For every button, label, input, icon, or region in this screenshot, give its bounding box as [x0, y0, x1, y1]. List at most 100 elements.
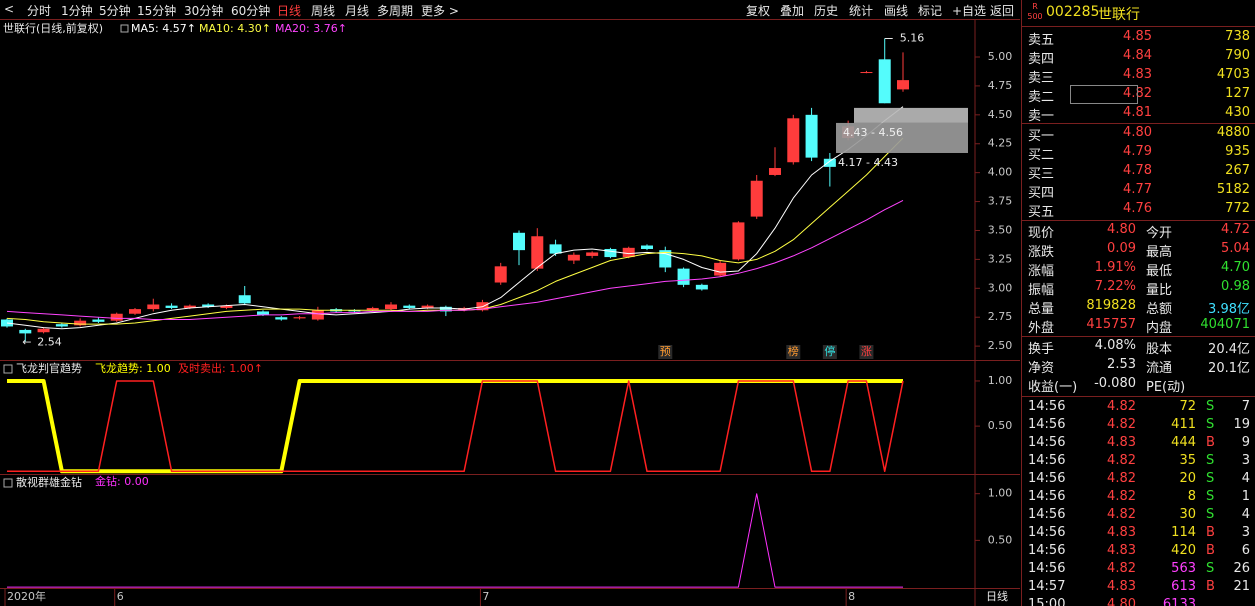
cell: 14:56 — [1028, 525, 1066, 540]
quote-header: R 500 002285 世联行 — [1022, 2, 1255, 23]
cell: 114 — [1171, 525, 1196, 540]
settings-icon[interactable] — [120, 24, 129, 33]
candle-body — [421, 305, 434, 308]
candle-body — [750, 180, 763, 217]
divider — [1022, 123, 1255, 124]
toolbar-item[interactable]: 历史 — [814, 4, 839, 18]
cell: S — [1206, 489, 1215, 504]
y-tick-label: 4.00 — [988, 166, 1013, 179]
divider — [1022, 26, 1255, 27]
cell: 7 — [1241, 399, 1250, 414]
cell: B — [1206, 525, 1215, 540]
toolbar-item[interactable]: 日线 — [277, 4, 302, 18]
candle-body — [439, 306, 452, 312]
order-row: 买五 4.76 772 — [1022, 200, 1255, 220]
tick-row: 14:56 4.82 20 S 4 — [1022, 470, 1255, 489]
event-badge — [658, 345, 673, 359]
event-badge — [786, 345, 801, 359]
candle-body — [147, 304, 160, 310]
toolbar-item[interactable]: 多周期 — [377, 4, 414, 18]
toolbar-item[interactable]: 返回 — [990, 4, 1015, 18]
settings-icon[interactable] — [3, 478, 13, 488]
toolbar-item[interactable]: 30分钟 — [184, 4, 224, 18]
toolbar-item[interactable]: 复权 — [746, 4, 771, 18]
toolbar-item[interactable]: 更多 > — [421, 4, 459, 18]
cell: 最高 — [1146, 245, 1173, 260]
toolbar-item[interactable]: 分时 — [27, 4, 52, 18]
cell: 9 — [1241, 435, 1250, 450]
legend-label: MA20: 3.76↑ — [275, 22, 347, 35]
stat-row: 现价 4.80 今开 4.72 — [1022, 221, 1255, 241]
cell: 127 — [1225, 86, 1250, 101]
series-line — [7, 493, 903, 588]
candle-body — [604, 248, 617, 258]
cell: 振幅 — [1028, 283, 1055, 298]
toolbar: < 分时 1分钟 5分钟 15分钟 30分钟 60分钟 日线 周线 月线 多周期 更多 > 复权 叠加历… — [0, 0, 1020, 20]
order-row: 卖一 4.81 430 — [1022, 104, 1255, 124]
legend-label: MA5: 4.57↑ — [131, 22, 196, 35]
cell: 卖三 — [1028, 71, 1055, 86]
cell: 415757 — [1086, 317, 1136, 332]
settings-icon[interactable] — [3, 364, 13, 374]
back-arrow[interactable]: < — [4, 2, 15, 16]
candle-body — [787, 118, 800, 163]
series-line — [6, 106, 904, 330]
event-badge — [859, 345, 874, 359]
tick-row: 14:56 4.82 8 S 1 — [1022, 488, 1255, 507]
toolbar-item[interactable]: 统计 — [849, 4, 874, 18]
cell: 4.82 — [1107, 417, 1136, 432]
toolbar-item[interactable]: 标记 — [918, 4, 943, 18]
cell: 30 — [1179, 507, 1196, 522]
cell: 最低 — [1146, 264, 1173, 279]
candle-body — [549, 244, 562, 254]
cell: 现价 — [1028, 226, 1055, 241]
order-row: 买一 4.80 4880 — [1022, 124, 1255, 144]
cell: 002285 — [1046, 4, 1100, 20]
stat-row: 总量 819828 总额 3.98亿 — [1022, 297, 1255, 317]
tick-row: 14:56 4.83 420 B 6 — [1022, 542, 1255, 561]
cell: 4.82 — [1107, 471, 1136, 486]
gap-zone-label: 4.17 - 4.43 — [838, 156, 898, 169]
toolbar-item[interactable]: 1分钟 — [61, 4, 93, 18]
cell: 1 — [1241, 489, 1250, 504]
candle-body — [586, 252, 599, 256]
y-tick-label: 3.50 — [988, 223, 1013, 236]
cell: 20.1亿 — [1208, 361, 1250, 376]
cell: S — [1206, 507, 1215, 522]
cell: S — [1206, 417, 1215, 432]
cell: 涨幅 — [1028, 264, 1055, 279]
cell: 4.83 — [1107, 579, 1136, 594]
low-arrow: ← — [22, 335, 31, 348]
cell: 4.72 — [1221, 222, 1250, 237]
toolbar-item[interactable]: 叠加 — [780, 4, 805, 18]
cell: 267 — [1225, 163, 1250, 178]
chart-area: 世联行(日线,前复权) 飞龙判官趋势 散视群雄金钻 日线 2.50 2.75 3.0… — [0, 20, 1020, 606]
cell: 世联行 — [1098, 7, 1140, 23]
toolbar-item[interactable]: 60分钟 — [231, 4, 271, 18]
chart-title: 世联行(日线,前复权) — [3, 21, 103, 35]
candle-body — [311, 310, 324, 320]
candle-body — [769, 168, 781, 175]
toolbar-item[interactable]: 月线 — [345, 4, 370, 18]
y-tick-label: 1.00 — [988, 374, 1013, 387]
cell: 819828 — [1086, 298, 1136, 313]
tick-row: 14:56 4.83 114 B 3 — [1022, 524, 1255, 543]
x-tick-label: 8 — [848, 590, 855, 603]
y-tick-label: 1.00 — [988, 487, 1013, 500]
y-tick-label: 3.00 — [988, 281, 1013, 294]
toolbar-item[interactable]: 画线 — [884, 4, 909, 18]
cell: 26 — [1233, 561, 1250, 576]
toolbar-item[interactable]: 5分钟 — [99, 4, 131, 18]
divider — [1022, 336, 1255, 337]
toolbar-item[interactable]: +自选 — [952, 4, 987, 18]
cell: 4.76 — [1123, 201, 1152, 216]
toolbar-item[interactable]: 周线 — [311, 4, 336, 18]
quote-panel: R 500 002285 世联行 卖五 4.85 738 卖四 4.84 790 卖三 4.83 470… — [1021, 0, 1255, 606]
series-line — [6, 199, 904, 320]
candle-body — [74, 320, 87, 326]
toolbar-item[interactable]: 15分钟 — [137, 4, 177, 18]
cell: 35 — [1179, 453, 1196, 468]
event-label: 预 — [660, 345, 671, 358]
y-tick-label: 4.25 — [988, 137, 1013, 150]
indicator-title: 散视群雄金钻 — [16, 475, 82, 489]
